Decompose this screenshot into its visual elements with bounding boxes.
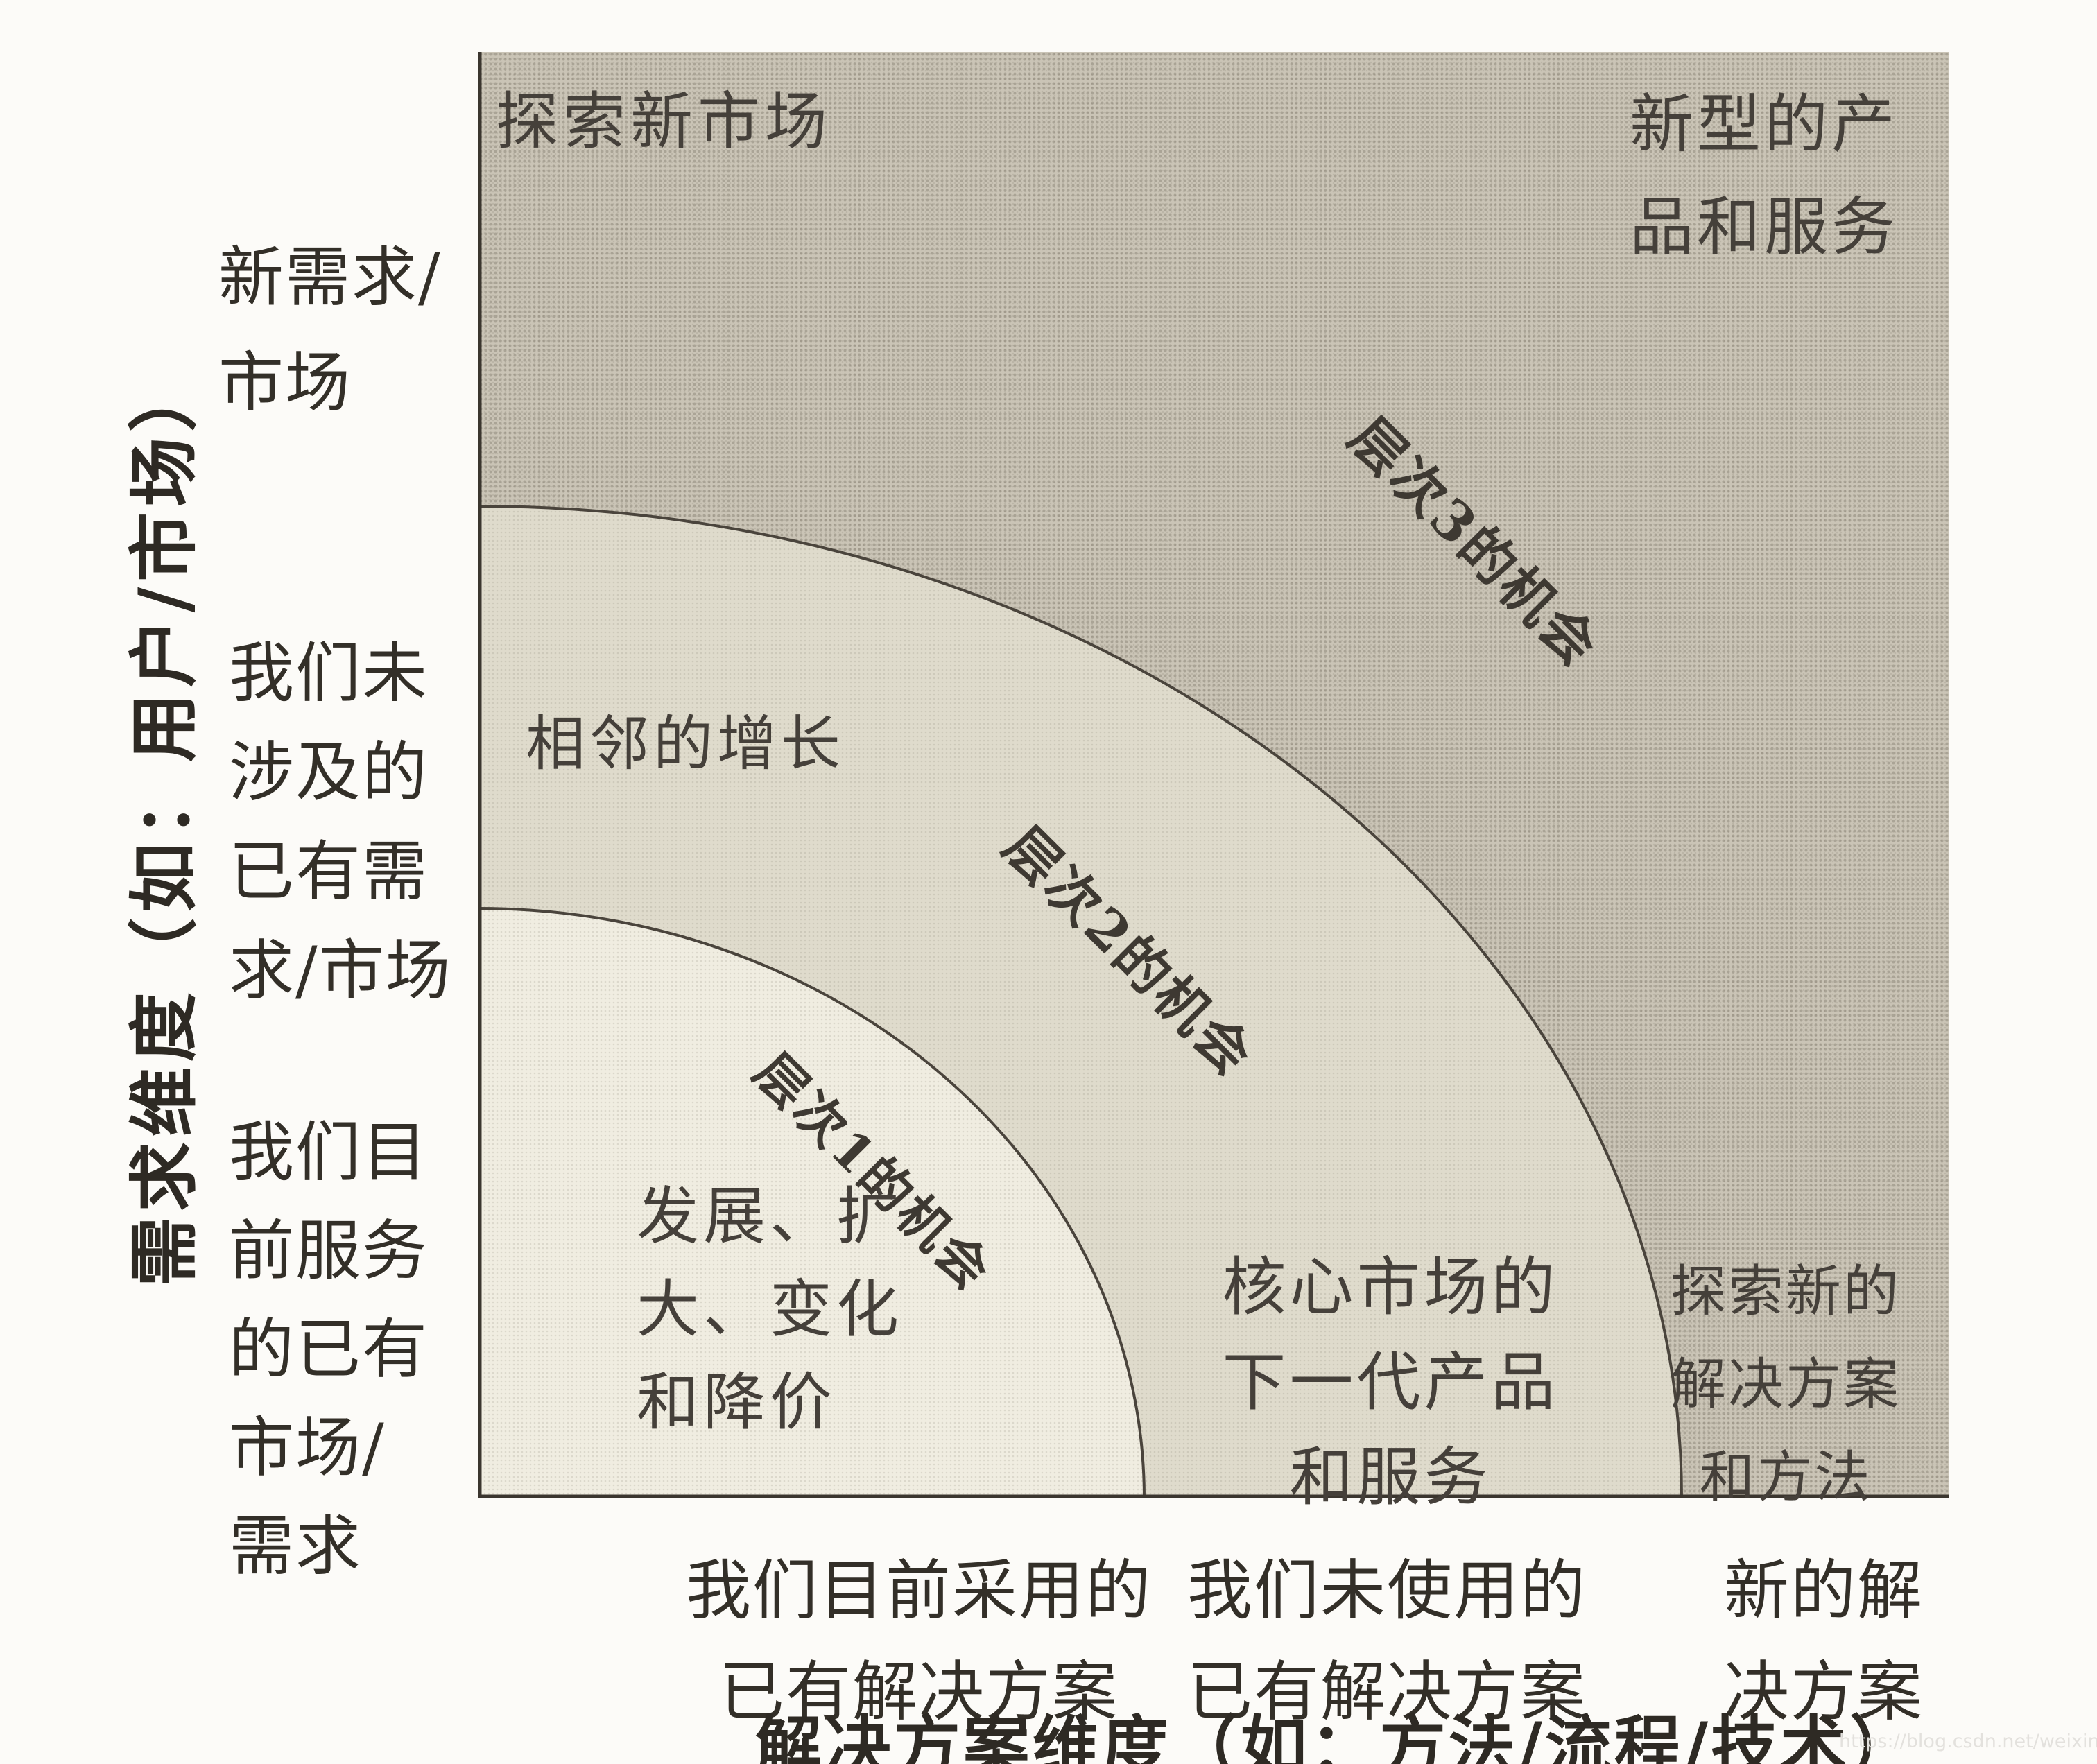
y-tick2-line1: 我们未 bbox=[229, 636, 429, 711]
opportunity-matrix-chart bbox=[478, 52, 1949, 1498]
axis-lines bbox=[478, 52, 1949, 1498]
y-tick3-line1: 我们目 bbox=[229, 1115, 429, 1191]
y-tick2-line3: 已有需 bbox=[229, 834, 429, 910]
horizon3-bottom-line3: 和方法 bbox=[1699, 1445, 1872, 1510]
x-tick-unused-solutions: 我们未使用的 已有解决方案 bbox=[1113, 1541, 1661, 1743]
horizon1-line3: 和降价 bbox=[637, 1366, 836, 1439]
horizon2-left-label: 相邻的增长 bbox=[526, 709, 845, 779]
y-tick2-line2: 涉及的 bbox=[229, 735, 429, 811]
x-axis-title: 解决方案维度（如：方法/流程/技术） bbox=[754, 1708, 1919, 1764]
horizon2-bottom-line1: 核心市场的 bbox=[1222, 1250, 1559, 1324]
y-tick3-line2: 前服务 bbox=[229, 1213, 429, 1289]
x-tick3-line1: 新的解 bbox=[1723, 1553, 1924, 1629]
x-tick-current-solutions: 我们目前采用的 已有解决方案 bbox=[645, 1541, 1193, 1743]
y-tick2-line4: 求/市场 bbox=[229, 933, 452, 1009]
x-tick2-line2: 已有解决方案 bbox=[1186, 1654, 1587, 1730]
y-tick-current-market: 我们目 前服务 的已有 市场/ 需求 bbox=[229, 1104, 429, 1596]
horizon3-top-right-label: 新型的产 品和服务 bbox=[1556, 74, 1972, 279]
horizon1-description: 发展、扩 大、变化 和降价 bbox=[637, 1170, 903, 1449]
x-tick1-line1: 我们目前采用的 bbox=[685, 1553, 1152, 1629]
horizon2-bottom-label: 核心市场的 下一代产品 和服务 bbox=[1182, 1240, 1598, 1525]
y-axis-title: 需求维度（如：用户/市场） bbox=[123, 356, 205, 1287]
x-tick3-line2: 决方案 bbox=[1723, 1654, 1924, 1730]
y-tick-new-demand: 新需求/ 市场 bbox=[218, 225, 442, 436]
y-tick3-line3: 的已有 bbox=[229, 1312, 429, 1387]
y-tick1-line1: 新需求/ bbox=[218, 240, 442, 315]
horizon2-bottom-line2: 下一代产品 bbox=[1222, 1345, 1559, 1419]
horizon3-top-left-label: 探索新市场 bbox=[496, 85, 832, 158]
outer-band-arc bbox=[478, 505, 1683, 1498]
y-tick-unserved-demand: 我们未 涉及的 已有需 求/市场 bbox=[229, 624, 452, 1021]
horizon1-line1: 发展、扩 bbox=[637, 1180, 903, 1253]
y-tick1-line2: 市场 bbox=[218, 345, 352, 421]
x-tick1-line2: 已有解决方案 bbox=[718, 1654, 1119, 1730]
horizon2-bottom-line3: 和服务 bbox=[1289, 1440, 1492, 1514]
horizon3-top-right-line1: 新型的产 bbox=[1629, 87, 1899, 162]
horizon3-top-right-line2: 品和服务 bbox=[1629, 190, 1899, 264]
horizon3-bottom-label: 探索新的 解决方案 和方法 bbox=[1616, 1245, 1956, 1524]
watermark-url: https://blog.csdn.net/weixin_45036344 bbox=[1839, 1731, 2097, 1752]
inner-band-arc bbox=[478, 907, 1146, 1498]
horizon3-bottom-line2: 解决方案 bbox=[1671, 1352, 1901, 1417]
horizon3-bottom-line1: 探索新的 bbox=[1671, 1259, 1901, 1324]
x-tick-new-solutions: 新的解 决方案 bbox=[1650, 1541, 1997, 1743]
horizon1-line2: 大、变化 bbox=[637, 1273, 903, 1346]
y-tick3-line5: 需求 bbox=[229, 1509, 363, 1584]
y-tick3-line4: 市场/ bbox=[229, 1410, 386, 1486]
x-tick2-line1: 我们未使用的 bbox=[1186, 1553, 1587, 1629]
halftone-texture-overlay bbox=[478, 52, 1949, 1498]
